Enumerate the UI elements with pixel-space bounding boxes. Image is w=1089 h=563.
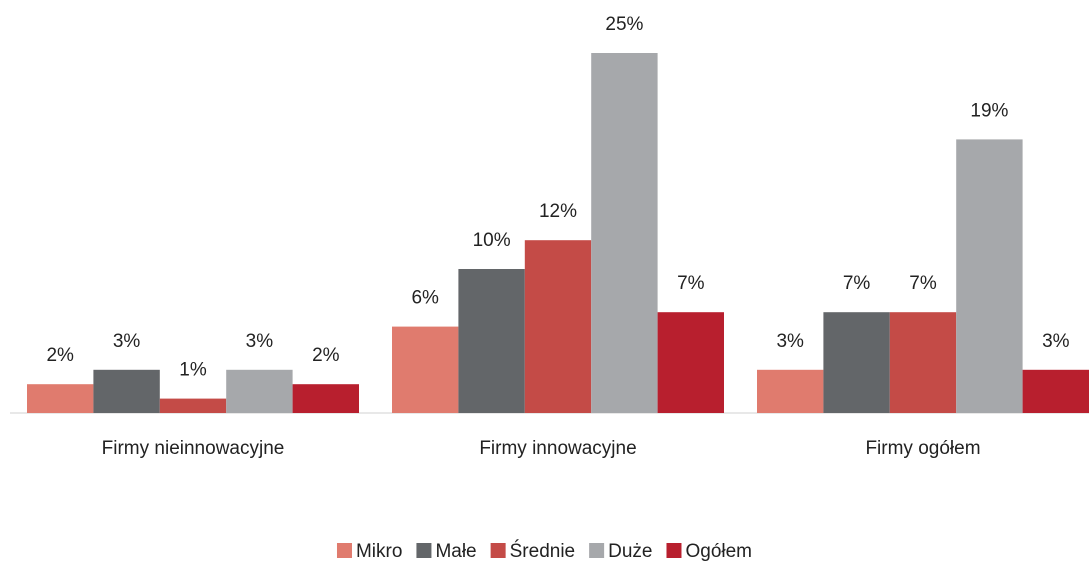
bar	[392, 326, 459, 413]
x-tick-label: Firmy ogółem	[865, 438, 980, 459]
bar	[889, 312, 957, 413]
x-tick-label: Firmy innowacyjne	[479, 438, 636, 459]
legend-label: Duże	[608, 541, 652, 562]
data-label: 25%	[605, 14, 643, 35]
bar	[27, 384, 94, 413]
legend-label: Średnie	[510, 540, 576, 562]
data-label: 6%	[411, 288, 439, 309]
bar	[757, 369, 824, 413]
bar	[823, 312, 890, 413]
bar	[657, 312, 724, 413]
data-label: 10%	[473, 230, 511, 251]
legend-label: Ogółem	[685, 541, 752, 562]
data-label: 3%	[1042, 331, 1070, 352]
legend-swatch	[336, 543, 352, 558]
data-label: 1%	[179, 360, 207, 381]
bar	[956, 139, 1023, 413]
bar	[1022, 369, 1089, 413]
bar	[159, 398, 227, 413]
data-label: 19%	[970, 100, 1008, 121]
bar	[524, 240, 592, 413]
bar	[226, 369, 293, 413]
data-label: 3%	[246, 331, 274, 352]
bar	[292, 384, 359, 413]
legend-swatch	[416, 543, 432, 558]
legend-swatch	[490, 543, 506, 558]
legend-label: Małe	[435, 541, 476, 562]
x-tick-label: Firmy nieinnowacyjne	[102, 438, 285, 459]
legend-swatch	[666, 543, 682, 558]
data-label: 2%	[312, 345, 340, 366]
data-label: 7%	[843, 273, 871, 294]
data-label: 2%	[46, 345, 74, 366]
data-label: 3%	[113, 331, 141, 352]
data-label: 3%	[776, 331, 804, 352]
bar	[591, 53, 658, 413]
legend-swatch	[589, 543, 605, 558]
data-label: 7%	[677, 273, 705, 294]
bar	[93, 369, 160, 413]
data-label: 12%	[539, 201, 577, 222]
legend-label: Mikro	[356, 541, 402, 562]
data-label: 7%	[909, 273, 937, 294]
bar	[458, 269, 525, 413]
